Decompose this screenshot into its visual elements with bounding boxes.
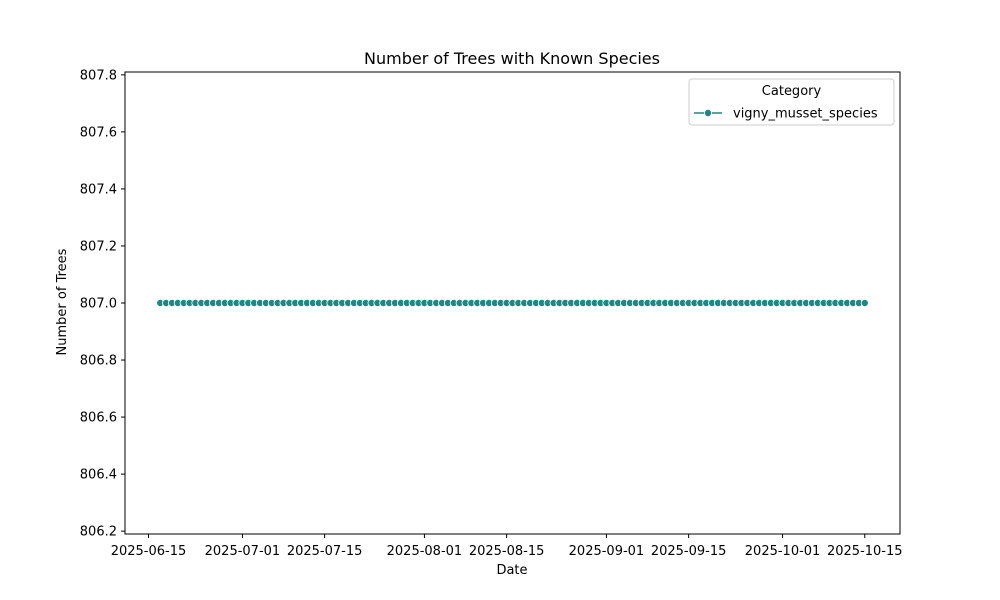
- legend-marker: [704, 109, 713, 118]
- x-tick-label: 2025-08-01: [387, 544, 463, 559]
- x-tick-label: 2025-07-15: [287, 544, 363, 559]
- y-tick-label: 807.8: [80, 68, 117, 83]
- legend-box: [688, 78, 895, 126]
- y-tick-label: 807.4: [80, 182, 117, 197]
- x-axis-label: Date: [496, 563, 527, 578]
- x-tick-label: 2025-10-15: [827, 544, 903, 559]
- x-tick-label: 2025-09-15: [651, 544, 727, 559]
- x-tick-label: 2025-08-15: [469, 544, 545, 559]
- plot-frame: [124, 71, 901, 535]
- y-axis-label: Number of Trees: [55, 248, 70, 355]
- legend-label: vigny_musset_species: [733, 107, 878, 122]
- x-tick-label: 2025-07-01: [205, 544, 281, 559]
- y-tick-label: 807.2: [80, 239, 117, 254]
- x-tick-label: 2025-06-15: [111, 544, 187, 559]
- chart-title: Number of Trees with Known Species: [364, 49, 660, 68]
- x-tick-label: 2025-09-01: [569, 544, 645, 559]
- x-tick-label: 2025-10-01: [745, 544, 821, 559]
- y-tick-label: 806.8: [80, 354, 117, 369]
- y-tick-label: 806.4: [80, 468, 117, 483]
- legend-title: Category: [762, 84, 822, 99]
- y-tick-label: 806.2: [80, 525, 117, 540]
- y-tick-label: 806.6: [80, 411, 117, 426]
- data-point: [860, 298, 869, 307]
- y-tick-label: 807.6: [80, 125, 117, 140]
- y-tick-label: 807.0: [80, 297, 117, 312]
